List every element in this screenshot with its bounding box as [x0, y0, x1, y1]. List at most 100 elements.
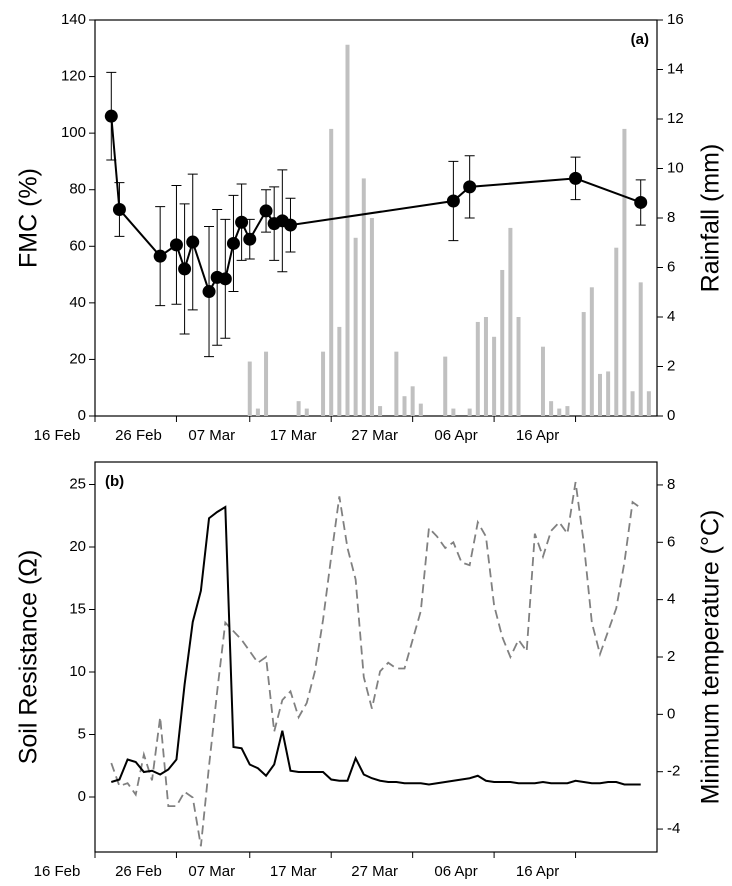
- marker: [104, 109, 118, 123]
- rain-bar: [451, 408, 456, 416]
- rain-bar: [443, 356, 448, 416]
- y2-tick-label: -2: [667, 763, 680, 780]
- y2-axis-title: Minimum temperature (°C): [697, 510, 725, 805]
- x-tick-label: 16 Feb: [34, 863, 81, 880]
- y-tick-label: 40: [69, 294, 86, 311]
- y-tick-label: 0: [78, 788, 86, 805]
- rain-bar: [500, 269, 505, 416]
- rain-bar: [614, 247, 619, 416]
- rain-bar: [296, 401, 301, 416]
- rain-bar: [606, 371, 611, 416]
- x-tick-label: 16 Feb: [34, 427, 81, 444]
- y2-tick-label: 0: [667, 705, 675, 722]
- y2-axis-title: Rainfall (mm): [697, 144, 725, 293]
- x-tick-label: 27 Mar: [351, 863, 398, 880]
- marker: [153, 249, 167, 263]
- y2-tick-label: 14: [667, 60, 684, 77]
- marker: [178, 262, 192, 276]
- y2-tick-label: 2: [667, 357, 675, 374]
- marker: [463, 180, 477, 194]
- y-tick-label: 25: [69, 475, 86, 492]
- rain-bar: [402, 396, 407, 416]
- rain-bar: [483, 317, 488, 416]
- rain-bar: [304, 408, 309, 416]
- rain-bar: [394, 351, 399, 416]
- rain-bar: [361, 178, 366, 416]
- y2-tick-label: 0: [667, 407, 675, 424]
- plot-frame: [94, 461, 658, 853]
- rain-bar: [369, 218, 374, 416]
- y-tick-label: 10: [69, 663, 86, 680]
- rain-bar: [475, 321, 480, 416]
- y-axis-title: Soil Resistance (Ω): [15, 550, 43, 765]
- rain-bar: [565, 406, 570, 416]
- x-tick-label: 17 Mar: [270, 427, 317, 444]
- rain-bar: [638, 282, 643, 416]
- y2-tick-label: 4: [667, 308, 675, 325]
- y2-tick-label: 6: [667, 533, 675, 550]
- marker: [202, 285, 216, 299]
- rain-bar: [549, 401, 554, 416]
- x-tick-label: 27 Mar: [351, 427, 398, 444]
- series-line: [110, 481, 642, 847]
- marker: [218, 272, 232, 286]
- y2-tick-label: 8: [667, 476, 675, 493]
- y-tick-label: 20: [69, 538, 86, 555]
- y2-tick-label: 6: [667, 258, 675, 275]
- x-tick-label: 26 Feb: [115, 427, 162, 444]
- x-tick-label: 16 Apr: [516, 427, 559, 444]
- marker: [446, 194, 460, 208]
- rain-bar: [622, 128, 627, 416]
- rain-bar: [264, 351, 269, 416]
- y-tick-label: 140: [61, 11, 86, 28]
- rain-bar: [557, 408, 562, 416]
- rain-bar: [378, 406, 383, 416]
- series-line: [110, 116, 642, 294]
- x-tick-label: 17 Mar: [270, 863, 317, 880]
- y-tick-label: 100: [61, 124, 86, 141]
- y-tick-label: 5: [78, 725, 86, 742]
- rain-bar: [516, 317, 521, 416]
- rain-bar: [353, 237, 358, 416]
- y2-tick-label: 2: [667, 648, 675, 665]
- x-tick-label: 07 Mar: [188, 427, 235, 444]
- x-tick-label: 16 Apr: [516, 863, 559, 880]
- rain-bar: [646, 391, 651, 416]
- x-tick-label: 26 Feb: [115, 863, 162, 880]
- marker: [235, 215, 249, 229]
- rain-bar: [581, 312, 586, 416]
- rain-bar: [540, 346, 545, 416]
- y2-tick-label: -4: [667, 820, 680, 837]
- x-tick-label: 06 Apr: [434, 427, 477, 444]
- rain-bar: [589, 287, 594, 416]
- rain-bar: [410, 386, 415, 416]
- panel-label: (b): [105, 473, 124, 490]
- rain-bar: [597, 373, 602, 416]
- y-tick-label: 15: [69, 600, 86, 617]
- marker: [634, 195, 648, 209]
- rain-bar: [247, 361, 252, 416]
- rain-bar: [630, 391, 635, 416]
- marker: [186, 235, 200, 249]
- marker: [112, 203, 126, 217]
- y2-tick-label: 8: [667, 209, 675, 226]
- y-tick-label: 0: [78, 407, 86, 424]
- y2-tick-label: 16: [667, 11, 684, 28]
- rain-bar: [255, 408, 260, 416]
- y2-tick-label: 4: [667, 591, 675, 608]
- marker: [283, 218, 297, 232]
- rain-bar: [321, 351, 326, 416]
- x-tick-label: 06 Apr: [434, 863, 477, 880]
- rain-bar: [467, 408, 472, 416]
- x-tick-label: 07 Mar: [188, 863, 235, 880]
- series-line: [110, 505, 641, 786]
- y2-tick-label: 10: [667, 159, 684, 176]
- y-axis-title: FMC (%): [15, 168, 43, 268]
- marker: [243, 232, 257, 246]
- rain-bar: [337, 326, 342, 416]
- y-tick-label: 120: [61, 68, 86, 85]
- rain-bar: [492, 336, 497, 416]
- marker: [259, 204, 273, 218]
